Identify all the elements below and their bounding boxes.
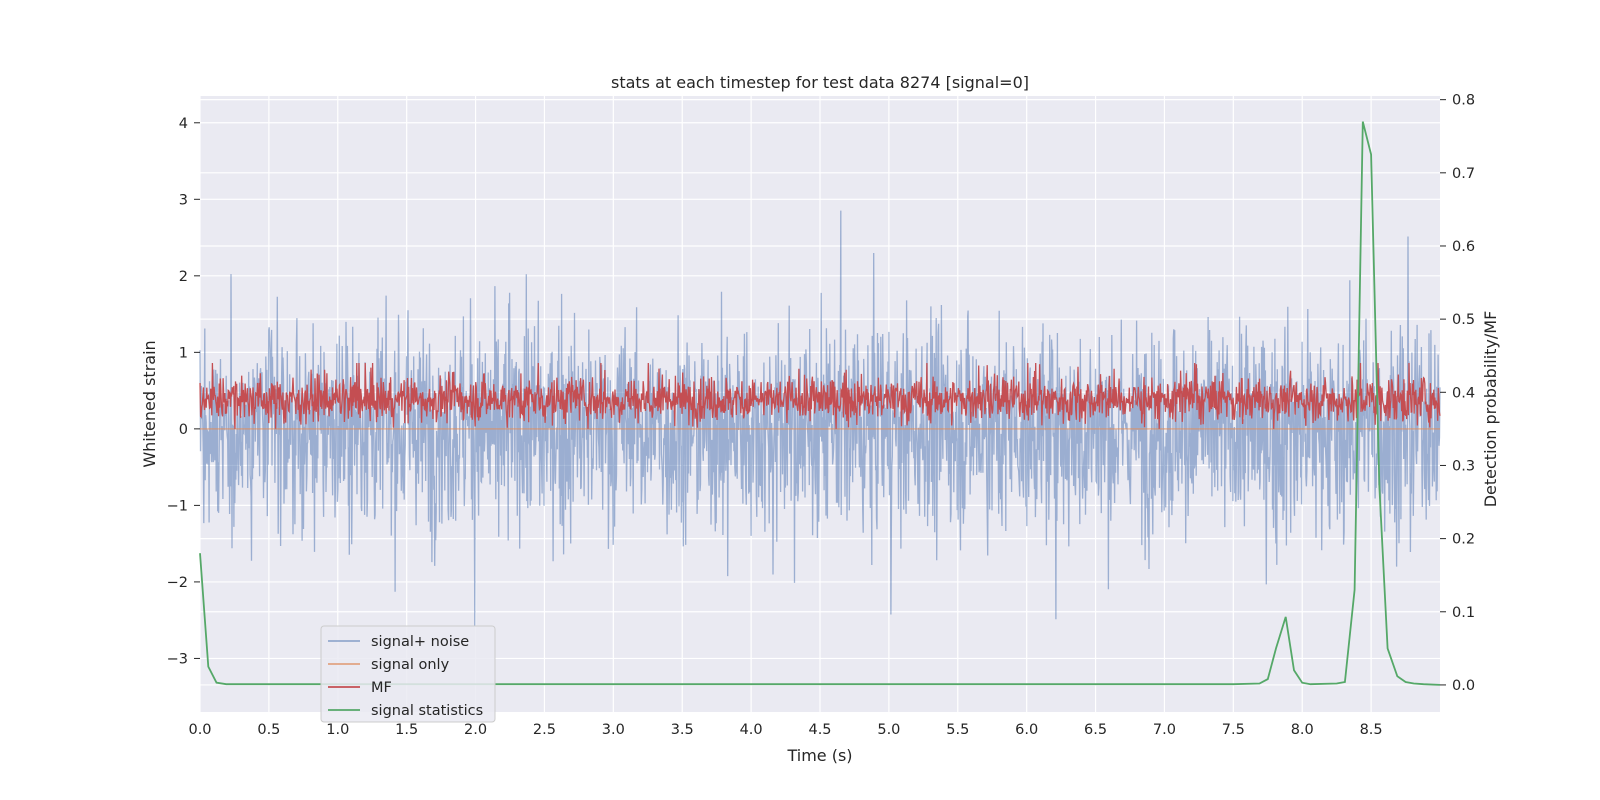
- y-tick-label: 0: [179, 422, 188, 438]
- legend-label-signal-only: signal only: [371, 657, 450, 673]
- y-tick-label: −1: [167, 498, 188, 514]
- x-tick-label: 1.5: [395, 722, 418, 738]
- y2-tick-label: 0.1: [1452, 605, 1475, 621]
- x-tick-label: 8.5: [1360, 722, 1383, 738]
- x-tick-label: 4.0: [740, 722, 763, 738]
- y-tick-label: 1: [179, 345, 188, 361]
- x-tick-label: 2.0: [464, 722, 487, 738]
- x-tick-label: 1.0: [326, 722, 349, 738]
- series-signal-statistics-line: [199, 121, 1441, 686]
- x-tick-label: 3.5: [671, 722, 694, 738]
- y2-tick-label: 0.0: [1452, 678, 1475, 694]
- series-layer: [199, 121, 1441, 686]
- x-tick-label: 8.0: [1291, 722, 1314, 738]
- x-tick-label: 3.0: [602, 722, 625, 738]
- x-tick-label: 7.5: [1222, 722, 1245, 738]
- x-tick-label: 4.5: [808, 722, 831, 738]
- y2-tick-label: 0.7: [1452, 166, 1475, 182]
- series-mf-line: [199, 362, 1441, 429]
- y-tick-label: 2: [179, 269, 188, 285]
- y2-axis-title: Detection probability/MF: [1481, 311, 1500, 508]
- legend-label-mf: MF: [371, 680, 392, 696]
- x-tick-label: 6.5: [1084, 722, 1107, 738]
- legend-label-stat: signal statistics: [371, 703, 483, 719]
- y2-tick-label: 0.4: [1452, 385, 1475, 401]
- x-tick-label: 5.0: [877, 722, 900, 738]
- x-axis-title: Time (s): [786, 746, 852, 765]
- legend-label-noise: signal+ noise: [371, 634, 469, 650]
- x-tick-label: 0.5: [257, 722, 280, 738]
- legend-box: [320, 625, 496, 723]
- y-axis-title: Whitened strain: [140, 340, 159, 467]
- series-signal-plus-noise-line: [199, 210, 1441, 627]
- y-tick-label: 3: [179, 192, 188, 208]
- y2-tick-label: 0.8: [1452, 93, 1475, 109]
- x-tick-label: 6.0: [1015, 722, 1038, 738]
- chart-title: stats at each timestep for test data 827…: [611, 73, 1029, 92]
- x-tick-label: 7.0: [1153, 722, 1176, 738]
- y-tick-label: −3: [167, 651, 188, 667]
- ticks-layer: 0.0 0.5 1.0 1.5 2.0 2.5 3.0 3.5 4.0 4.5 5.0 5.5 6.0 6…: [167, 93, 1475, 738]
- legend: signal+ noise signal only MF signal stat…: [320, 625, 496, 723]
- y2-tick-label: 0.3: [1452, 458, 1475, 474]
- x-tick-label: 0.0: [188, 722, 211, 738]
- y2-tick-label: 0.2: [1452, 532, 1475, 548]
- x-tick-label: 2.5: [533, 722, 556, 738]
- y-tick-label: −2: [167, 575, 188, 591]
- y-tick-label: 4: [179, 116, 188, 132]
- y2-tick-label: 0.6: [1452, 239, 1475, 255]
- y2-tick-label: 0.5: [1452, 312, 1475, 328]
- x-tick-label: 5.5: [946, 722, 969, 738]
